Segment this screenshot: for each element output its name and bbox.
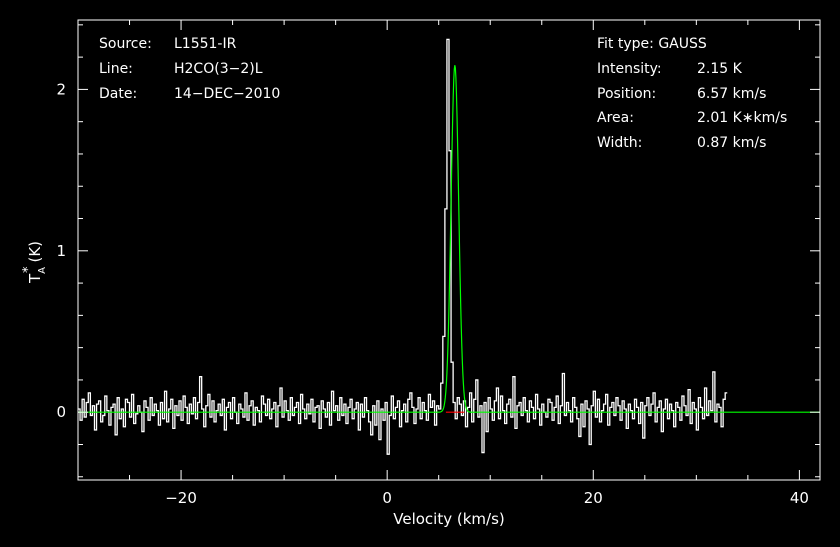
date-value: 14−DEC−2010	[174, 86, 281, 102]
x-tick-label: 20	[584, 489, 603, 507]
width-label: Width:	[597, 135, 643, 151]
area-row: Area: 2.01 K∗km/s	[597, 110, 787, 126]
y-tick-label: 1	[56, 242, 66, 260]
spectrum-series	[78, 38, 728, 455]
y-tick-label: 2	[56, 80, 66, 98]
date-label: Date:	[99, 86, 138, 102]
x-axis-label: Velocity (km/s)	[393, 510, 504, 528]
axes-layer: −20 0 20 40 0 1 2	[56, 20, 820, 507]
source-row: Source: L1551-IR	[99, 36, 236, 52]
date-row: Date: 14−DEC−2010	[99, 86, 280, 102]
area-label: Area:	[597, 110, 634, 126]
y-axis-label-symbol: T	[26, 273, 44, 284]
fit-type-label: Fit type:	[597, 36, 654, 52]
width-value: 0.87 km/s	[697, 135, 767, 151]
line-value: H2CO(3−2)L	[174, 61, 263, 77]
fit-type-row: Fit type: GAUSS	[597, 36, 707, 52]
line-row: Line: H2CO(3−2)L	[99, 61, 263, 77]
x-tick-label: 40	[790, 489, 809, 507]
area-value: 2.01 K∗km/s	[697, 110, 788, 126]
y-axis-label-unit: (K)	[26, 241, 44, 263]
width-row: Width: 0.87 km/s	[597, 135, 766, 151]
x-tick-label: 0	[382, 489, 392, 507]
intensity-row: Intensity: 2.15 K	[597, 61, 742, 77]
plot-frame	[77, 19, 821, 481]
y-axis-label: TA* (K)	[21, 241, 48, 284]
y-axis-label-superscript: *	[21, 266, 36, 273]
intensity-label: Intensity:	[597, 61, 662, 77]
gaussian-fit-series	[78, 65, 820, 413]
source-label: Source:	[99, 36, 152, 52]
fit-type-value: GAUSS	[658, 36, 707, 52]
x-tick-label: −20	[165, 489, 197, 507]
source-value: L1551-IR	[174, 36, 237, 52]
data-layer	[78, 38, 820, 455]
y-axis-label-subscript: A	[37, 267, 48, 274]
svg-text:TA*(K): TA* (K)	[21, 241, 48, 284]
position-label: Position:	[597, 86, 657, 102]
position-row: Position: 6.57 km/s	[597, 86, 766, 102]
position-value: 6.57 km/s	[697, 86, 767, 102]
intensity-value: 2.15 K	[697, 61, 742, 77]
y-tick-label: 0	[56, 403, 66, 421]
line-label: Line:	[99, 61, 133, 77]
